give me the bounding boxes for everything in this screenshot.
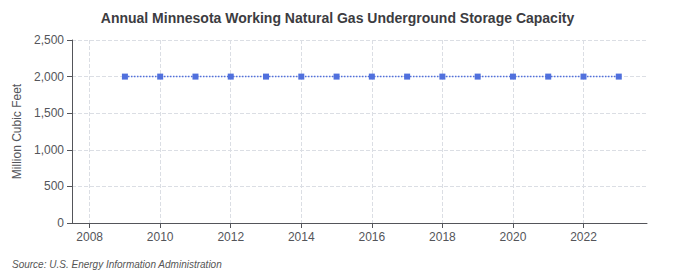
svg-text:2020: 2020 — [500, 230, 527, 244]
svg-text:2008: 2008 — [76, 230, 103, 244]
svg-text:1,000: 1,000 — [34, 143, 64, 157]
svg-text:2014: 2014 — [288, 230, 315, 244]
svg-text:500: 500 — [44, 179, 64, 193]
svg-text:2,500: 2,500 — [34, 33, 64, 47]
svg-text:2018: 2018 — [429, 230, 456, 244]
svg-text:0: 0 — [57, 216, 64, 230]
svg-text:Annual Minnesota Working Natur: Annual Minnesota Working Natural Gas Und… — [101, 10, 575, 26]
svg-text:2010: 2010 — [147, 230, 174, 244]
svg-text:2012: 2012 — [217, 230, 244, 244]
svg-text:Million Cubic Feet: Million Cubic Feet — [10, 83, 24, 179]
svg-text:Source: U.S. Energy Informatio: Source: U.S. Energy Information Administ… — [12, 259, 222, 270]
svg-text:2016: 2016 — [358, 230, 385, 244]
svg-text:2022: 2022 — [570, 230, 597, 244]
svg-text:1,500: 1,500 — [34, 106, 64, 120]
svg-text:2,000: 2,000 — [34, 70, 64, 84]
